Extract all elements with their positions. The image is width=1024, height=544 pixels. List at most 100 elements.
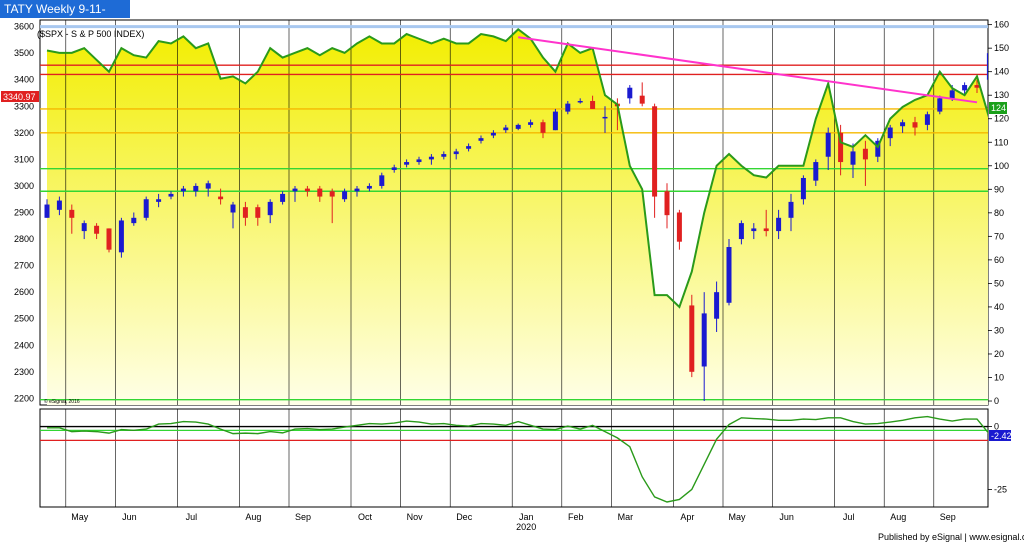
candle-body — [900, 122, 906, 127]
candle-body — [143, 199, 149, 218]
candle-body — [56, 200, 62, 210]
candle-body — [317, 188, 323, 197]
right-tick-label: 20 — [994, 349, 1004, 359]
right-tick-label: 60 — [994, 255, 1004, 265]
candle-body — [503, 127, 509, 131]
candle-body — [478, 138, 484, 141]
right-tick-label: 140 — [994, 67, 1009, 77]
month-gridlines — [65, 20, 935, 405]
chart-title: ($SPX - S & P 500 INDEX) — [37, 29, 144, 39]
candle-body — [490, 132, 496, 136]
candle-body — [788, 201, 794, 218]
candle-body — [441, 154, 447, 157]
month-label: Jun — [779, 512, 794, 522]
svg-text:124: 124 — [991, 103, 1006, 113]
candle-body — [887, 127, 893, 139]
candle-body — [714, 292, 720, 319]
right-tick-label: 80 — [994, 208, 1004, 218]
candle-body — [577, 100, 583, 103]
candle-body — [1012, 72, 1017, 96]
left-tick-label: 2900 — [14, 208, 34, 218]
candle-body — [131, 217, 137, 224]
left-tick-label: 2300 — [14, 367, 34, 377]
candle-body — [838, 132, 844, 163]
candle-body — [428, 156, 434, 160]
candle-body — [676, 212, 682, 242]
candle-body — [664, 191, 670, 216]
candle-body — [69, 209, 75, 218]
candle-body — [292, 188, 298, 192]
candle-body — [366, 185, 372, 189]
watermark: © eSignal, 2016 — [44, 398, 80, 405]
oscillator-levels — [40, 425, 988, 442]
candle-body — [267, 201, 273, 216]
candle-body — [813, 162, 819, 181]
month-label: Jun — [122, 512, 137, 522]
last-oscillator-label: 124 — [989, 102, 1007, 114]
year-label: 2020 — [516, 522, 536, 532]
right-tick-label: 160 — [994, 20, 1009, 30]
month-label: Feb — [568, 512, 584, 522]
candle-body — [379, 175, 385, 186]
resistance-trendline — [518, 36, 978, 104]
candle-body — [280, 193, 286, 202]
candle-body — [875, 140, 881, 157]
candle-body — [776, 217, 782, 232]
oscillator-area — [47, 29, 988, 405]
oscillator-axis: 0 -25 — [988, 422, 1007, 494]
left-tick-label: 3600 — [14, 22, 34, 32]
candle-body — [937, 98, 943, 112]
candle-body — [962, 85, 968, 91]
candle-body — [180, 188, 186, 192]
candle-body — [850, 151, 856, 165]
right-tick-label: 90 — [994, 184, 1004, 194]
candle-body — [354, 188, 360, 192]
oscillator-month-gridlines — [65, 409, 935, 507]
candle-body — [565, 103, 571, 112]
candle-body — [94, 225, 100, 234]
right-tick-label: 100 — [994, 161, 1009, 171]
month-label: May — [728, 512, 746, 522]
right-tick-label: 30 — [994, 325, 1004, 335]
candle-body — [106, 228, 112, 250]
month-label: Jul — [186, 512, 198, 522]
candle-body — [44, 204, 50, 218]
right-tick-label: 130 — [994, 90, 1009, 100]
candle-body — [627, 87, 633, 99]
month-label: May — [71, 512, 89, 522]
left-tick-label: 3000 — [14, 181, 34, 191]
candle-body — [949, 90, 955, 99]
candle-body — [800, 177, 806, 200]
month-label: Dec — [456, 512, 473, 522]
left-tick-label: 3300 — [14, 101, 34, 111]
left-tick-label: 3100 — [14, 154, 34, 164]
candle-body — [738, 223, 744, 240]
left-tick-label: 2700 — [14, 261, 34, 271]
candle-body — [689, 305, 695, 372]
candle-body — [404, 162, 410, 165]
trendline — [518, 36, 978, 104]
candle-body — [986, 53, 988, 80]
candle-body — [726, 247, 732, 303]
right-tick-label: 150 — [994, 43, 1009, 53]
candle-body — [602, 116, 608, 119]
candle-body — [552, 111, 558, 131]
left-tick-label: 2400 — [14, 340, 34, 350]
candle-body — [825, 132, 831, 157]
oscillator-tick-label: 0 — [994, 422, 999, 432]
candle-body — [255, 207, 261, 218]
window-title: TATY Weekly 9-11-2020 — [0, 0, 130, 34]
candle-body — [924, 114, 930, 125]
last-price-label: 3340.97 — [1, 91, 39, 102]
footer-text: Published by eSignal | www.esignal.com — [878, 532, 1024, 542]
left-tick-label: 3200 — [14, 128, 34, 138]
right-tick-label: 0 — [994, 396, 999, 406]
month-label: Mar — [618, 512, 634, 522]
right-tick-label: 120 — [994, 114, 1009, 124]
month-label: Jan — [519, 512, 534, 522]
candle-body — [193, 185, 199, 192]
right-tick-label: 50 — [994, 278, 1004, 288]
oscillator-plot-frame — [39, 408, 989, 508]
